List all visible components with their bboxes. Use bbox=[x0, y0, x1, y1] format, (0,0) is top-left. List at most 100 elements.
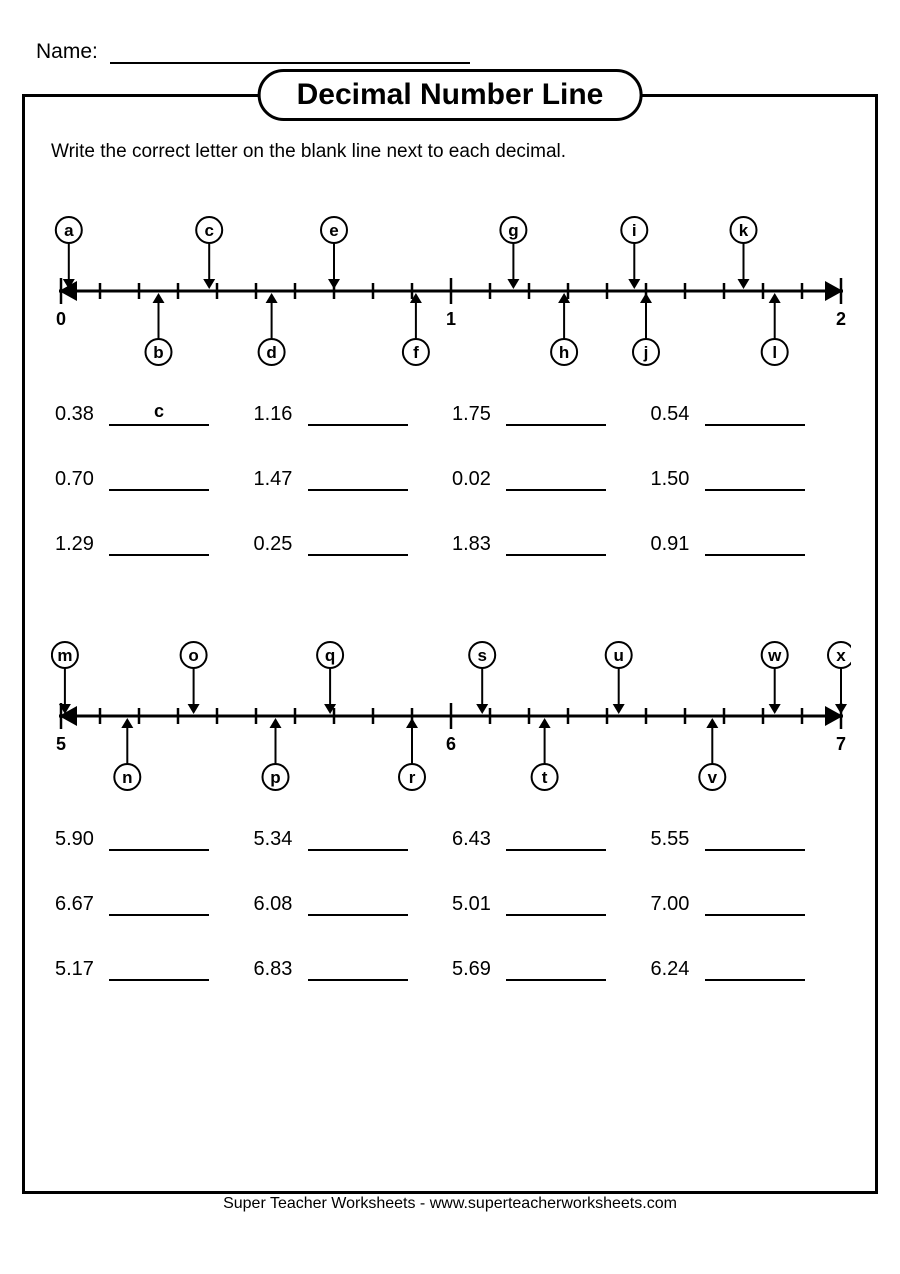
content-frame: Decimal Number Line Write the correct le… bbox=[22, 94, 878, 1194]
answer-cell: 6.67 bbox=[55, 891, 254, 916]
svg-text:d: d bbox=[266, 343, 276, 362]
answer-blank[interactable] bbox=[308, 826, 408, 851]
answer-blank[interactable] bbox=[506, 891, 606, 916]
answer-blank[interactable] bbox=[506, 531, 606, 556]
svg-text:i: i bbox=[632, 221, 637, 240]
answer-cell: 6.08 bbox=[254, 891, 453, 916]
answer-value: 5.34 bbox=[254, 828, 298, 851]
answer-cell: 5.34 bbox=[254, 826, 453, 851]
answer-blank[interactable] bbox=[308, 466, 408, 491]
footer: Super Teacher Worksheets - www.superteac… bbox=[213, 1195, 687, 1213]
answer-cell: 1.50 bbox=[651, 466, 850, 491]
answer-value: 5.90 bbox=[55, 828, 99, 851]
worksheet-page: Name: Decimal Number Line Write the corr… bbox=[0, 0, 900, 1274]
answer-value: 5.17 bbox=[55, 958, 99, 981]
answer-cell: 6.43 bbox=[452, 826, 651, 851]
answer-blank[interactable] bbox=[506, 401, 606, 426]
svg-text:s: s bbox=[477, 646, 486, 665]
answer-cell: 0.25 bbox=[254, 531, 453, 556]
answer-blank[interactable] bbox=[705, 891, 805, 916]
answer-row: 5.17 6.83 5.69 6.24 bbox=[55, 956, 849, 981]
answer-blank[interactable] bbox=[308, 956, 408, 981]
answer-cell: 5.17 bbox=[55, 956, 254, 981]
answer-row: 5.90 5.34 6.43 5.55 bbox=[55, 826, 849, 851]
answer-row: 0.38c1.16 1.75 0.54 bbox=[55, 401, 849, 426]
number-line-2: 567moqsuwxnprtv bbox=[51, 608, 849, 808]
answer-blank[interactable] bbox=[705, 466, 805, 491]
answer-value: 1.16 bbox=[254, 403, 298, 426]
svg-text:l: l bbox=[772, 343, 777, 362]
svg-text:k: k bbox=[739, 221, 749, 240]
answer-cell: 5.01 bbox=[452, 891, 651, 916]
svg-text:o: o bbox=[188, 646, 198, 665]
answer-value: 0.91 bbox=[651, 533, 695, 556]
svg-text:2: 2 bbox=[836, 309, 846, 329]
svg-text:7: 7 bbox=[836, 734, 846, 754]
answer-value: 1.75 bbox=[452, 403, 496, 426]
answer-value: 5.01 bbox=[452, 893, 496, 916]
instructions: Write the correct letter on the blank li… bbox=[51, 141, 849, 163]
svg-text:5: 5 bbox=[56, 734, 66, 754]
answer-cell: 0.70 bbox=[55, 466, 254, 491]
name-blank[interactable] bbox=[110, 62, 470, 64]
svg-text:q: q bbox=[325, 646, 335, 665]
answer-cell: 1.29 bbox=[55, 531, 254, 556]
svg-text:0: 0 bbox=[56, 309, 66, 329]
answer-blank[interactable] bbox=[109, 826, 209, 851]
answer-blank[interactable] bbox=[705, 401, 805, 426]
number-line-2-svg: 567moqsuwxnprtv bbox=[51, 608, 851, 808]
answer-blank[interactable] bbox=[705, 531, 805, 556]
answer-row: 0.70 1.47 0.02 1.50 bbox=[55, 466, 849, 491]
svg-text:6: 6 bbox=[446, 734, 456, 754]
answer-blank[interactable] bbox=[705, 826, 805, 851]
answer-blank[interactable] bbox=[705, 956, 805, 981]
svg-text:b: b bbox=[153, 343, 163, 362]
answer-blank[interactable] bbox=[109, 891, 209, 916]
number-line-1-svg: 012acegikbdfhjl bbox=[51, 183, 851, 383]
answer-row: 1.29 0.25 1.83 0.91 bbox=[55, 531, 849, 556]
svg-text:r: r bbox=[409, 768, 416, 787]
name-row: Name: bbox=[36, 40, 878, 64]
svg-text:g: g bbox=[508, 221, 518, 240]
name-label: Name: bbox=[36, 40, 98, 63]
svg-text:x: x bbox=[836, 646, 846, 665]
answer-cell: 6.83 bbox=[254, 956, 453, 981]
answers-block-2: 5.90 5.34 6.43 5.55 6.67 6.08 5.01 7.00 … bbox=[55, 826, 849, 981]
svg-text:a: a bbox=[64, 221, 74, 240]
svg-text:w: w bbox=[767, 646, 782, 665]
svg-text:p: p bbox=[270, 768, 280, 787]
answer-blank[interactable] bbox=[506, 466, 606, 491]
answer-value: 6.67 bbox=[55, 893, 99, 916]
answer-blank[interactable] bbox=[109, 466, 209, 491]
answer-value: 6.83 bbox=[254, 958, 298, 981]
answer-blank[interactable] bbox=[506, 826, 606, 851]
answer-value: 1.47 bbox=[254, 468, 298, 491]
answer-cell: 5.69 bbox=[452, 956, 651, 981]
answer-blank[interactable] bbox=[506, 956, 606, 981]
answer-cell: 7.00 bbox=[651, 891, 850, 916]
answer-value: 5.55 bbox=[651, 828, 695, 851]
svg-text:f: f bbox=[413, 343, 419, 362]
answer-cell: 1.83 bbox=[452, 531, 651, 556]
answer-value: 7.00 bbox=[651, 893, 695, 916]
answer-blank[interactable] bbox=[109, 531, 209, 556]
answer-blank[interactable] bbox=[308, 531, 408, 556]
answer-value: 6.24 bbox=[651, 958, 695, 981]
answer-value: 0.25 bbox=[254, 533, 298, 556]
answer-blank[interactable] bbox=[109, 956, 209, 981]
answer-row: 6.67 6.08 5.01 7.00 bbox=[55, 891, 849, 916]
svg-text:1: 1 bbox=[446, 309, 456, 329]
answer-blank[interactable] bbox=[308, 891, 408, 916]
answer-cell: 1.75 bbox=[452, 401, 651, 426]
answer-value: 6.08 bbox=[254, 893, 298, 916]
answer-value: 5.69 bbox=[452, 958, 496, 981]
answer-blank[interactable]: c bbox=[109, 401, 209, 426]
answer-value: 0.70 bbox=[55, 468, 99, 491]
svg-text:u: u bbox=[614, 646, 624, 665]
answer-cell: 0.54 bbox=[651, 401, 850, 426]
answer-cell: 1.47 bbox=[254, 466, 453, 491]
answer-blank[interactable] bbox=[308, 401, 408, 426]
svg-text:j: j bbox=[643, 343, 649, 362]
answer-cell: 1.16 bbox=[254, 401, 453, 426]
answer-cell: 5.55 bbox=[651, 826, 850, 851]
